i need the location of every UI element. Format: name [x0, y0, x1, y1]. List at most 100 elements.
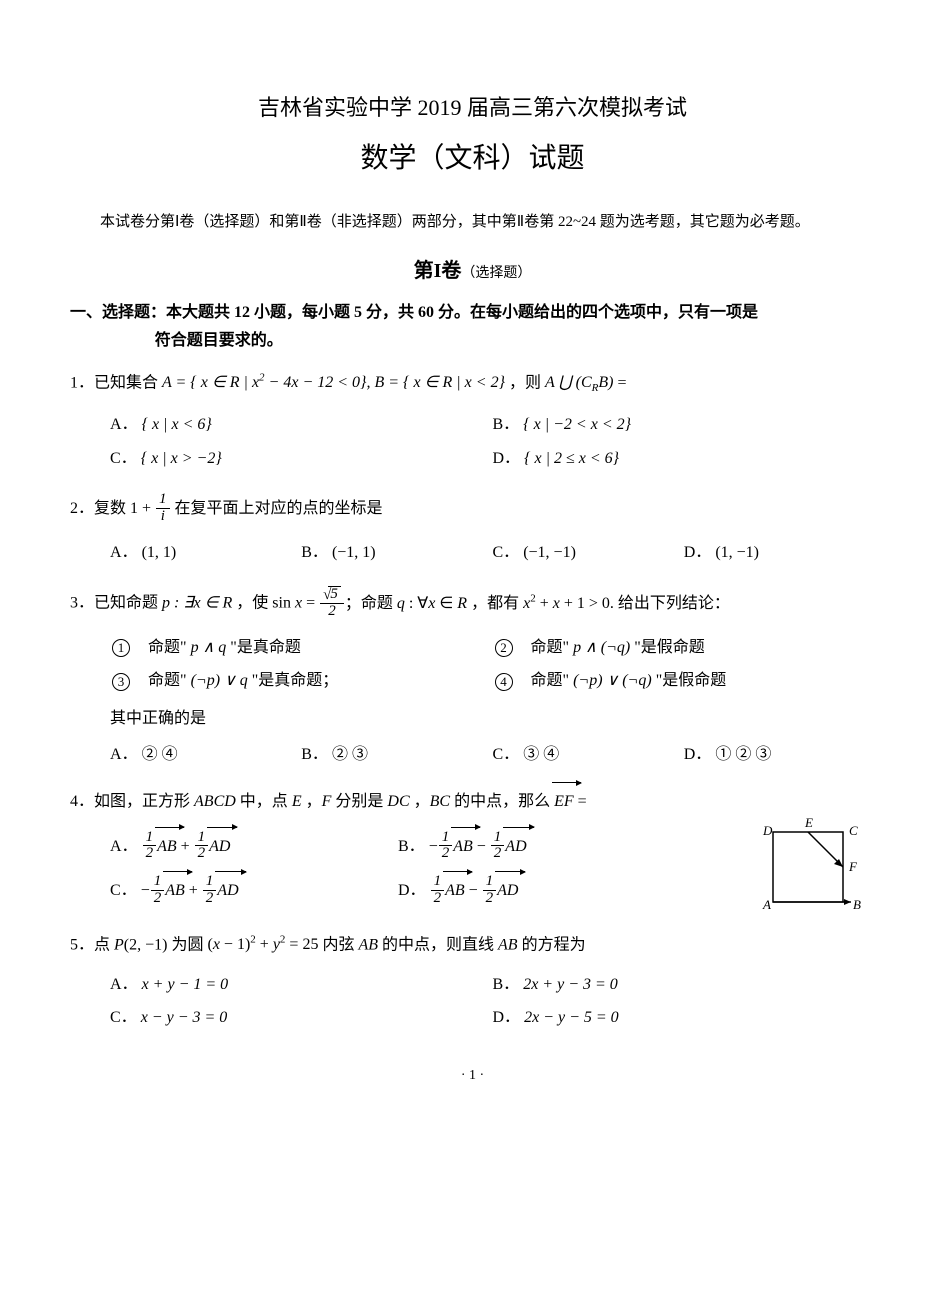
section-1-title-bold: 第I卷 — [414, 260, 462, 282]
q5-option-d: D． 2x − y − 5 = 0 — [493, 1001, 876, 1035]
two: 2 — [203, 891, 217, 907]
q3-statement-3: 3 命题" (¬p) ∨ q "是真命题； — [110, 664, 493, 698]
q3-correct-label: 其中正确的是 — [110, 706, 875, 732]
q3-option-a: A． ② ④ — [110, 738, 301, 772]
q3-s2-post: "是假命题 — [630, 639, 705, 656]
square-shape — [773, 832, 843, 902]
q3-s3-post: "是真命题； — [248, 672, 339, 689]
label-b: B． — [398, 838, 425, 855]
q3-s4-pre: 命题" — [531, 672, 574, 689]
vec-ad: AD — [217, 882, 238, 899]
two: 2 — [431, 891, 445, 907]
label-c: C． — [493, 544, 520, 561]
vec-ab: AB — [165, 882, 185, 899]
q3-q-expr: ；命题 q : ∀x ∈ R ，都有 x2 + x + 1 > 0. 给出下列结… — [345, 595, 730, 612]
label-b: B． — [301, 544, 328, 561]
op: − — [477, 838, 486, 855]
q3-options: A． ② ④ B． ② ③ C． ③ ④ D． ① ② ③ — [110, 738, 875, 772]
vec-ad: AD — [497, 882, 518, 899]
q2-stem-post: 在复平面上对应的点的坐标是 — [171, 500, 383, 517]
q3-option-b: B． ② ③ — [301, 738, 492, 772]
q4-figure: D C A B E F — [755, 817, 865, 917]
section-1-title-small: （选择题） — [461, 266, 531, 281]
q1-set-expr: A = { x ∈ R | x2 − 4x − 12 < 0}, B = { x… — [162, 374, 505, 391]
label-a: A． — [110, 976, 138, 993]
page-number: · 1 · — [70, 1065, 875, 1087]
op: + — [181, 838, 190, 855]
circled-3-icon: 3 — [112, 673, 130, 691]
label-d: D． — [493, 1009, 521, 1026]
question-2: 2．复数 1 + 1i 在复平面上对应的点的坐标是 A． (1, 1) B． (… — [70, 493, 875, 569]
half: 1 — [203, 874, 217, 891]
q3-statement-4: 4 命题" (¬p) ∨ (¬q) "是假命题 — [493, 664, 876, 698]
arrowhead-ab-icon — [844, 899, 851, 905]
vec-ab: AB — [157, 838, 177, 855]
q3-c-val: ③ ④ — [523, 746, 559, 763]
sign: − — [429, 838, 438, 855]
label-b: B． — [493, 976, 520, 993]
label-b: B． — [493, 416, 520, 433]
question-4: 4．如图，正方形 ABCD 中，点 E ，F 分别是 DC ，BC 的中点，那么… — [70, 789, 875, 914]
q3-a-val: ② ④ — [142, 746, 178, 763]
vector-ef: EF — [554, 789, 574, 815]
q5-option-b: B． 2x + y − 3 = 0 — [493, 968, 876, 1002]
q3-s2-math: p ∧ (¬q) — [573, 639, 630, 656]
sign: − — [141, 882, 150, 899]
q5-option-a: A． x + y − 1 = 0 — [110, 968, 493, 1002]
label-c: C — [849, 823, 858, 838]
q1-option-a: A． { x | x < 6} — [110, 408, 493, 442]
arrow-icon — [552, 782, 581, 783]
q2-option-c: C． (−1, −1) — [493, 536, 684, 570]
q2-b-val: (−1, 1) — [332, 544, 376, 561]
q5-stem: 5．点 P(2, −1) 为圆 (x − 1)2 + y2 = 25 内弦 AB… — [70, 932, 875, 958]
half: 1 — [483, 874, 497, 891]
label-f: F — [848, 859, 858, 874]
two: 2 — [195, 846, 209, 862]
question-3: 3．已知命题 p : ∃x ∈ R ，使 sin x = 52；命题 q : ∀… — [70, 587, 875, 771]
q4-vec-ef: EF — [554, 793, 574, 810]
label-c: C． — [110, 450, 137, 467]
q2-option-d: D． (1, −1) — [684, 536, 875, 570]
label-b: B． — [301, 746, 328, 763]
two: 2 — [439, 846, 453, 862]
q3-stem: 3．已知命题 p : ∃x ∈ R ，使 sin x = 52；命题 q : ∀… — [70, 587, 875, 621]
two: 2 — [151, 891, 165, 907]
question-5: 5．点 P(2, −1) 为圆 (x − 1)2 + y2 = 25 内弦 AB… — [70, 932, 875, 1035]
label-c: C． — [110, 1009, 137, 1026]
half: 1 — [439, 830, 453, 847]
sqrt-icon: 5 — [323, 586, 341, 603]
half: 1 — [195, 830, 209, 847]
q4-option-d: D． 12AB − 12AD — [398, 869, 686, 914]
q1-option-b: B． { x | −2 < x < 2} — [493, 408, 876, 442]
q1-option-d: D． { x | 2 ≤ x < 6} — [493, 442, 876, 476]
label-d: D． — [398, 882, 426, 899]
half: 1 — [431, 874, 445, 891]
q4-option-a: A． 12AB + 12AD — [110, 825, 398, 870]
label-d: D — [762, 823, 773, 838]
op: − — [469, 882, 478, 899]
exam-school-title: 吉林省实验中学 2019 届高三第六次模拟考试 — [70, 90, 875, 125]
section-1-instructions: 一、选择题：本大题共 12 小题，每小题 5 分，共 60 分。在每小题给出的四… — [70, 299, 875, 353]
q3-statement-2: 2 命题" p ∧ (¬q) "是假命题 — [493, 631, 876, 665]
q3-d-val: ① ② ③ — [715, 746, 771, 763]
q3-b-val: ② ③ — [332, 746, 368, 763]
circled-1-icon: 1 — [112, 639, 130, 657]
two: 2 — [143, 846, 157, 862]
half: 1 — [491, 830, 505, 847]
q3-option-c: C． ③ ④ — [493, 738, 684, 772]
vec-ab: AB — [445, 882, 465, 899]
q4-eq: = — [574, 793, 587, 810]
q3-frac-den: 2 — [320, 604, 344, 620]
q1-stem: 1．已知集合 A = { x ∈ R | x2 − 4x − 12 < 0}, … — [70, 370, 875, 398]
q3-statement-1: 1 命题" p ∧ q "是真命题 — [110, 631, 493, 665]
vec-ad: AD — [505, 838, 526, 855]
label-b: B — [853, 897, 861, 912]
q2-fraction: 1i — [156, 492, 170, 525]
q3-s4-post: "是假命题 — [652, 672, 727, 689]
label-a: A． — [110, 544, 138, 561]
q5-options: A． x + y − 1 = 0 B． 2x + y − 3 = 0 C． x … — [110, 968, 875, 1035]
label-a: A． — [110, 838, 138, 855]
exam-subject-title: 数学（文科）试题 — [70, 137, 875, 182]
q3-s1-pre: 命题" — [148, 639, 191, 656]
q4-stem-text: 4．如图，正方形 ABCD 中，点 E ，F 分别是 DC ，BC 的中点，那么 — [70, 793, 554, 810]
